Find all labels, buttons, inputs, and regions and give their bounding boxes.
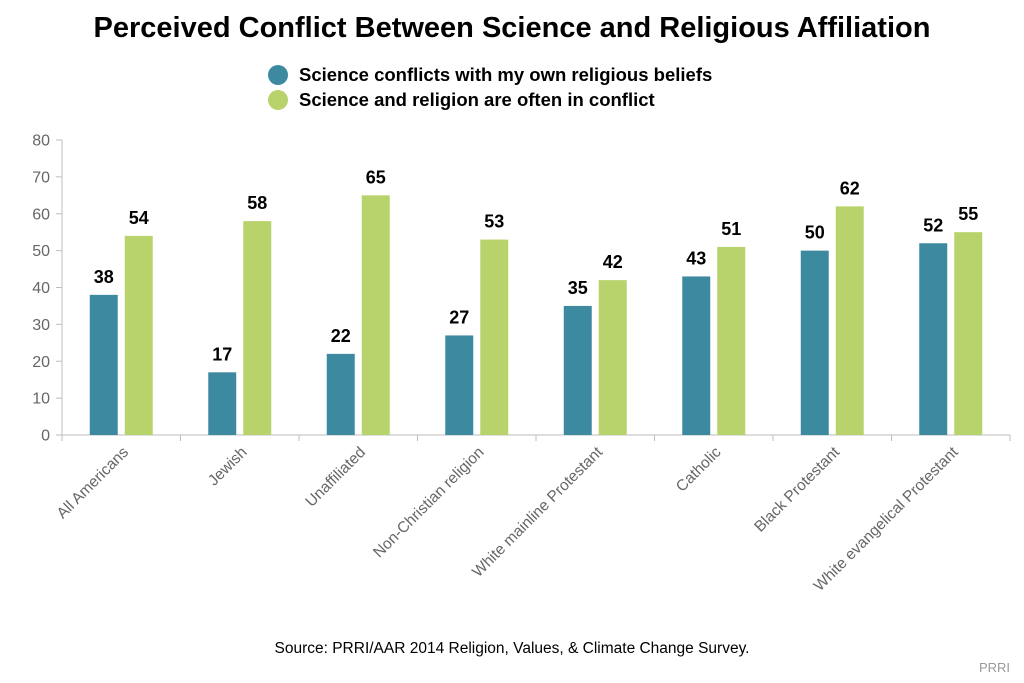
data-label: 54 [129, 208, 149, 228]
data-label: 42 [603, 252, 623, 272]
x-category-label: All Americans [54, 444, 133, 523]
bar-often-conflict [243, 221, 272, 435]
data-label: 35 [568, 278, 588, 298]
bar-own-beliefs [682, 276, 711, 435]
data-label: 43 [686, 248, 706, 268]
x-category-label: Non-Christian religion [370, 444, 487, 561]
data-label: 58 [247, 193, 267, 213]
bar-own-beliefs [445, 335, 474, 435]
bar-often-conflict [954, 232, 983, 435]
brand-mark: PRRI [978, 660, 1010, 675]
source-note: Source: PRRI/AAR 2014 Religion, Values, … [274, 640, 750, 657]
data-label: 38 [94, 267, 114, 287]
data-label: 22 [331, 326, 351, 346]
bar-often-conflict [835, 206, 864, 435]
y-tick-label: 20 [32, 354, 50, 371]
y-tick-label: 10 [32, 391, 50, 408]
legend-label-own-beliefs: Science conflicts with my own religious … [299, 63, 713, 85]
data-label: 17 [212, 344, 232, 364]
legend-swatch-often-conflict [268, 89, 288, 110]
y-tick-label: 0 [41, 428, 50, 445]
y-tick-label: 30 [32, 317, 50, 334]
x-category-label: Black Protestant [751, 443, 843, 535]
y-tick-label: 60 [32, 206, 50, 223]
chart-title: Perceived Conflict Between Science and R… [93, 12, 931, 44]
data-label: 62 [840, 178, 860, 198]
bar-often-conflict [361, 195, 390, 435]
bar-often-conflict [598, 280, 627, 435]
bar-own-beliefs [800, 250, 829, 435]
data-label: 50 [805, 223, 825, 243]
legend-label-often-conflict: Science and religion are often in confli… [299, 88, 655, 110]
bar-often-conflict [124, 235, 153, 435]
x-category-label: Catholic [673, 444, 725, 496]
y-tick-label: 70 [32, 169, 50, 186]
bar-own-beliefs [208, 372, 237, 435]
bar-own-beliefs [563, 305, 592, 435]
y-tick-label: 50 [32, 243, 50, 260]
x-category-label: Unaffiliated [302, 444, 369, 511]
bar-often-conflict [717, 246, 746, 435]
y-tick-label: 80 [32, 133, 50, 150]
data-label: 52 [923, 215, 943, 235]
legend-item-often-conflict: Science and religion are often in confli… [268, 87, 712, 112]
x-category-label: Jewish [205, 444, 251, 490]
bar-often-conflict [480, 239, 509, 435]
data-label: 55 [958, 204, 978, 224]
legend: Science conflicts with my own religious … [268, 62, 712, 112]
legend-swatch-own-beliefs [268, 64, 288, 85]
data-label: 53 [484, 212, 504, 232]
bar-own-beliefs [919, 243, 948, 435]
x-category-label: White mainline Protestant [469, 443, 606, 580]
legend-item-own-beliefs: Science conflicts with my own religious … [268, 62, 712, 87]
data-label: 51 [721, 219, 741, 239]
x-category-label: White evangelical Protestant [811, 443, 962, 594]
bar-own-beliefs [326, 353, 355, 435]
data-label: 27 [449, 307, 469, 327]
bar-own-beliefs [89, 294, 118, 435]
data-label: 65 [366, 167, 386, 187]
y-tick-label: 40 [32, 280, 50, 297]
